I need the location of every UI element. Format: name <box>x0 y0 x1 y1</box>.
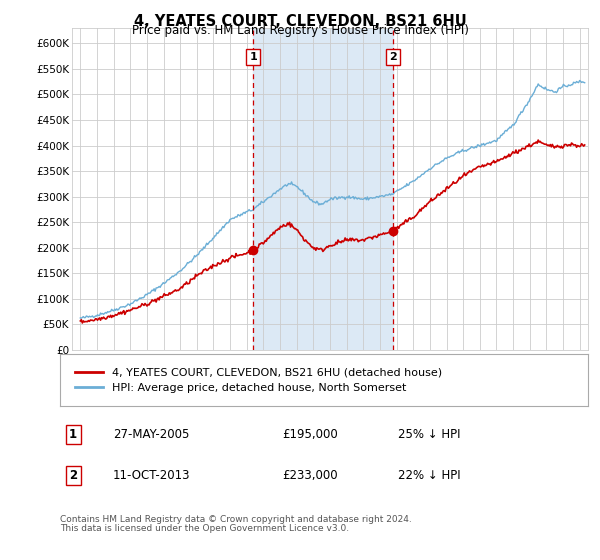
Legend: 4, YEATES COURT, CLEVEDON, BS21 6HU (detached house), HPI: Average price, detach: 4, YEATES COURT, CLEVEDON, BS21 6HU (det… <box>71 363 446 398</box>
Text: This data is licensed under the Open Government Licence v3.0.: This data is licensed under the Open Gov… <box>60 524 349 533</box>
Text: £195,000: £195,000 <box>282 428 338 441</box>
Text: Price paid vs. HM Land Registry's House Price Index (HPI): Price paid vs. HM Land Registry's House … <box>131 24 469 36</box>
Text: 27-MAY-2005: 27-MAY-2005 <box>113 428 189 441</box>
Text: 22% ↓ HPI: 22% ↓ HPI <box>398 469 461 482</box>
Text: Contains HM Land Registry data © Crown copyright and database right 2024.: Contains HM Land Registry data © Crown c… <box>60 515 412 524</box>
Text: 1: 1 <box>69 428 77 441</box>
Text: 11-OCT-2013: 11-OCT-2013 <box>113 469 190 482</box>
Text: 1: 1 <box>249 52 257 62</box>
Text: 2: 2 <box>389 52 397 62</box>
Text: 4, YEATES COURT, CLEVEDON, BS21 6HU: 4, YEATES COURT, CLEVEDON, BS21 6HU <box>134 14 466 29</box>
Text: £233,000: £233,000 <box>282 469 337 482</box>
Bar <box>253 28 393 350</box>
Text: 25% ↓ HPI: 25% ↓ HPI <box>398 428 460 441</box>
Text: 2: 2 <box>69 469 77 482</box>
